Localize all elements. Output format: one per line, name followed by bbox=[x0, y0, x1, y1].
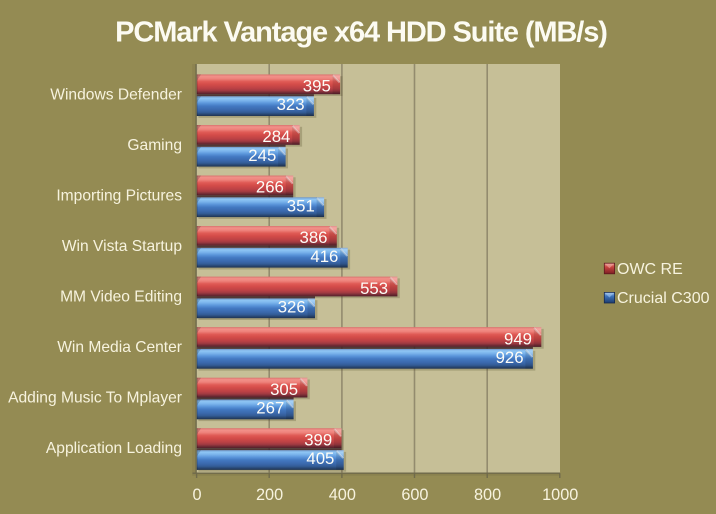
svg-text:323: 323 bbox=[277, 95, 305, 114]
svg-text:949: 949 bbox=[504, 329, 532, 348]
svg-text:Gaming: Gaming bbox=[127, 137, 182, 154]
svg-text:399: 399 bbox=[304, 430, 332, 449]
svg-text:926: 926 bbox=[496, 348, 524, 367]
svg-text:267: 267 bbox=[256, 399, 284, 418]
svg-text:266: 266 bbox=[256, 178, 284, 197]
svg-text:386: 386 bbox=[300, 228, 328, 247]
svg-text:800: 800 bbox=[474, 486, 501, 504]
svg-text:Windows Defender: Windows Defender bbox=[50, 86, 182, 103]
svg-text:Application Loading: Application Loading bbox=[46, 440, 182, 457]
svg-text:600: 600 bbox=[401, 486, 428, 504]
svg-text:1000: 1000 bbox=[542, 486, 578, 504]
svg-text:405: 405 bbox=[306, 449, 334, 468]
svg-text:Win Media Center: Win Media Center bbox=[57, 339, 182, 356]
svg-text:395: 395 bbox=[303, 77, 331, 96]
svg-text:Adding Music To Mplayer: Adding Music To Mplayer bbox=[8, 390, 182, 407]
svg-text:305: 305 bbox=[270, 380, 298, 399]
svg-text:MM Video Editing: MM Video Editing bbox=[60, 289, 182, 306]
svg-text:Crucial C300: Crucial C300 bbox=[617, 290, 710, 307]
svg-text:416: 416 bbox=[310, 247, 338, 266]
svg-text:351: 351 bbox=[287, 196, 315, 215]
svg-text:284: 284 bbox=[262, 127, 290, 146]
svg-text:200: 200 bbox=[256, 486, 283, 504]
svg-text:400: 400 bbox=[329, 486, 356, 504]
svg-text:245: 245 bbox=[248, 146, 276, 165]
svg-text:0: 0 bbox=[192, 486, 201, 504]
svg-text:OWC RE: OWC RE bbox=[617, 261, 683, 278]
svg-text:PCMark Vantage x64 HDD Suite (: PCMark Vantage x64 HDD Suite (MB/s) bbox=[115, 17, 607, 49]
svg-text:Importing Pictures: Importing Pictures bbox=[56, 188, 182, 205]
svg-text:553: 553 bbox=[360, 279, 388, 298]
svg-text:326: 326 bbox=[278, 297, 306, 316]
svg-text:Win Vista Startup: Win Vista Startup bbox=[62, 238, 183, 255]
